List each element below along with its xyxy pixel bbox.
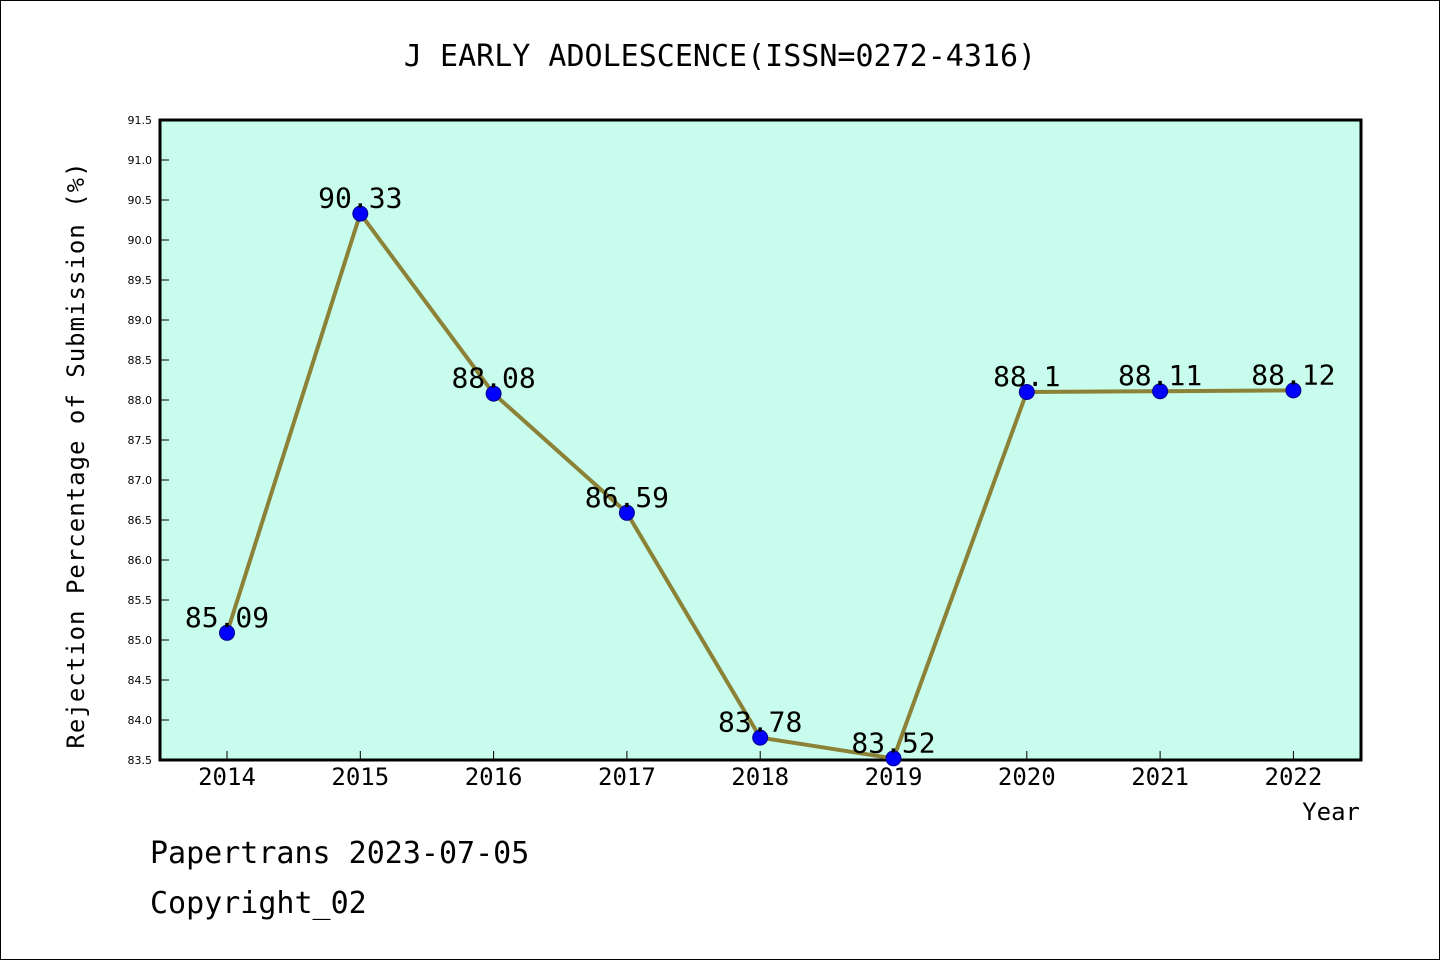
source-date-label: Papertrans 2023-07-05 [150, 836, 530, 871]
y-tick-label: 89.0 [128, 314, 153, 327]
x-tick-label: 2020 [998, 763, 1056, 791]
y-axis-label: Rejection Percentage of Submission (%) [62, 161, 90, 748]
x-tick-label: 2015 [331, 763, 389, 791]
plot-area [158, 118, 1363, 762]
y-tick-label: 89.5 [128, 274, 153, 287]
data-point [1285, 382, 1302, 399]
data-point [352, 205, 369, 222]
data-label: 83.52 [851, 726, 935, 759]
x-axis: 2014 2015 2016 2017 2018 2019 2020 2021 2022 [198, 751, 1322, 791]
y-tick-label: 84.0 [128, 714, 153, 727]
y-tick-label: 83.5 [128, 754, 153, 767]
x-tick-label: 2018 [731, 763, 789, 791]
x-tick-label: 2022 [1265, 763, 1323, 791]
x-tick-label: 2019 [865, 763, 923, 791]
chart-title: J EARLY ADOLESCENCE(ISSN=0272-4316) [404, 39, 1036, 74]
data-label: 85.09 [185, 601, 269, 634]
series-layer: 85.09 90.33 88.08 86.59 83.78 83.52 88.1 88.11 8… [185, 182, 1336, 767]
y-tick-label: 88.0 [128, 394, 153, 407]
y-tick-label: 87.0 [128, 474, 153, 487]
y-tick-label: 86.5 [128, 514, 153, 527]
y-tick-label: 85.5 [128, 594, 153, 607]
data-point [1152, 383, 1169, 400]
y-tick-label: 85.0 [128, 634, 153, 647]
x-tick-label: 2017 [598, 763, 656, 791]
data-point [219, 624, 235, 641]
data-point [618, 504, 635, 521]
data-point [752, 729, 769, 746]
y-tick-label: 90.0 [128, 234, 153, 247]
x-tick-label: 2016 [465, 763, 523, 791]
data-label: 83.78 [718, 706, 802, 739]
y-tick-label: 90.5 [128, 194, 153, 207]
y-tick-label: 86.0 [128, 554, 153, 567]
x-axis-label: Year [1302, 798, 1360, 826]
data-label: 88.11 [1118, 359, 1202, 392]
data-label: 88.08 [451, 362, 535, 395]
x-tick-label: 2021 [1131, 763, 1189, 791]
data-label: 86.59 [585, 481, 669, 514]
data-label: 90.33 [318, 182, 402, 215]
y-axis: 83.5 84.0 84.5 85.0 85.5 86.0 86.5 87.0 87.5 88.0… [128, 114, 169, 767]
data-point [1018, 384, 1035, 400]
y-tick-label: 91.0 [128, 154, 153, 167]
x-tick-label: 2014 [198, 763, 256, 791]
data-label: 88.12 [1251, 358, 1335, 391]
y-tick-label: 88.5 [128, 354, 153, 367]
y-tick-label: 87.5 [128, 434, 153, 447]
data-label: 88.1 [993, 360, 1060, 393]
copyright-label: Copyright_02 [150, 886, 367, 921]
y-tick-label: 84.5 [128, 674, 153, 687]
y-tick-label: 91.5 [128, 114, 153, 127]
data-point [885, 750, 902, 767]
data-point [485, 385, 502, 402]
